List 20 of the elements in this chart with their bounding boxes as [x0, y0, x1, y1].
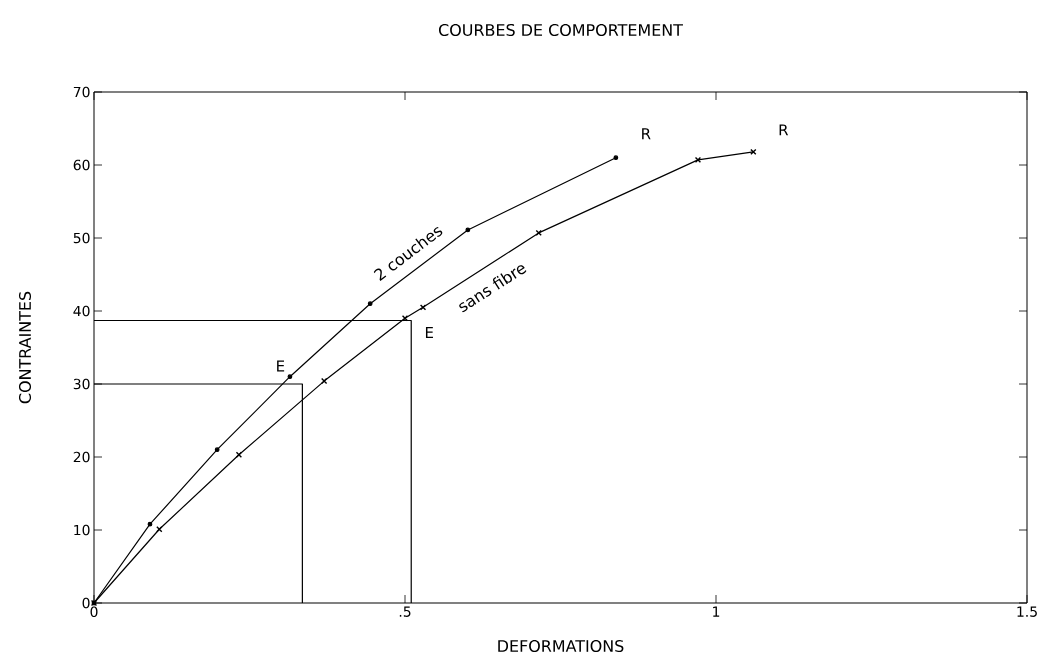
y-tick-label: 20 [73, 451, 90, 463]
annotation: E [277, 360, 285, 372]
annotation: E [425, 327, 433, 338]
y-tick-label: 60 [73, 159, 90, 171]
y-tick-label: 40 [73, 305, 90, 317]
x-tick-label: .5 [399, 606, 411, 617]
x-axis-title: DEFORMATIONS [498, 639, 624, 653]
x-tick-label: 0 [90, 606, 98, 618]
annotation: R [779, 124, 789, 136]
y-tick-label: 0 [82, 597, 90, 609]
x-tick-label: 1.5 [1017, 606, 1037, 617]
y-axis-title: CONTRAINTES [18, 291, 32, 404]
y-tick-label: 10 [74, 524, 90, 536]
y-tick-label: 50 [73, 232, 90, 244]
x-tick-label: 1 [713, 606, 720, 617]
chart-title: COURBES DE COMPORTEMENT [438, 23, 683, 37]
text: sans fibre [459, 265, 527, 313]
y-tick-label: 30 [73, 378, 90, 390]
annotation: R [642, 128, 651, 140]
y-tick-label: 70 [73, 86, 90, 98]
